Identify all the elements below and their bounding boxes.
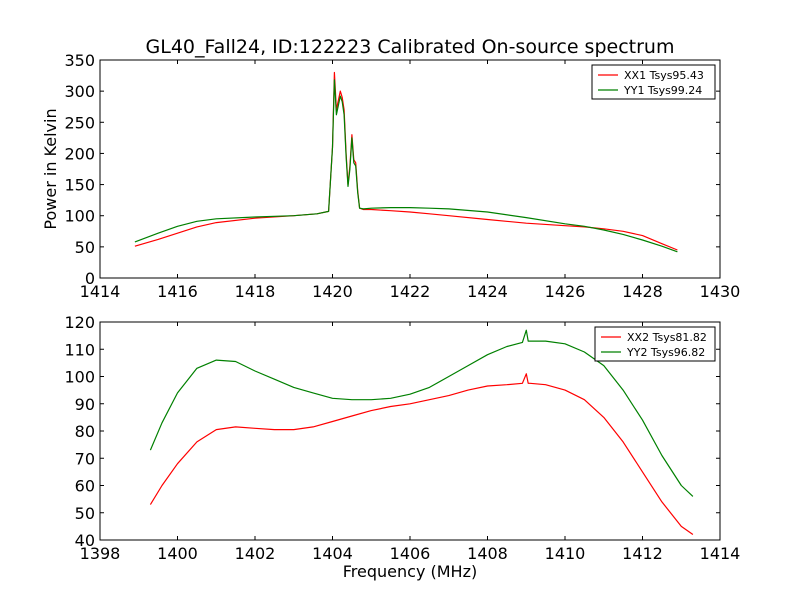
top-chart-legend-box [591,64,716,100]
bottom-chart-xtick-label: 1402 [235,544,276,563]
bottom-chart-ytick-label: 50 [75,504,95,523]
bottom-chart-legend-label-1: XX2 Tsys81.82 [627,331,707,344]
bottom-chart-ytick-label: 70 [75,449,95,468]
bottom-chart-ytick-label: 60 [75,477,95,496]
top-chart-ylabel: Power in Kelvin [41,108,60,229]
bottom-chart-legend: XX2 Tsys81.82 YY2 Tsys96.82 [594,326,716,362]
bottom-chart-xlabel: Frequency (MHz) [343,562,477,581]
bottom-chart-xtick-label: 1408 [467,544,508,563]
bottom-chart-xtick-label: 1406 [390,544,431,563]
top-chart-xtick-label: 1420 [312,282,353,301]
top-chart-xtick-label: 1426 [545,282,586,301]
top-chart-ytick-label: 300 [64,82,95,101]
bottom-chart-ytick-label: 40 [75,531,95,550]
bottom-chart-legend-label-2: YY2 Tsys96.82 [626,346,705,359]
top-chart-xtick-label: 1416 [157,282,198,301]
top-chart-ytick-label: 0 [85,269,95,288]
top-chart-ytick-label: 150 [64,176,95,195]
bottom-chart-xtick-label: 1414 [700,544,741,563]
top-chart-series-2-line [134,79,678,253]
top-chart-ytick-label: 350 [64,51,95,70]
top-chart-legend-label-1: XX1 Tsys95.43 [624,69,704,82]
bottom-chart-xtick-label: 1400 [157,544,198,563]
bottom-chart-xtick-label: 1410 [545,544,586,563]
top-chart-xtick-label: 1422 [390,282,431,301]
top-chart-ytick-label: 50 [75,238,95,257]
top-chart-legend-label-2: YY1 Tsys99.24 [623,84,702,97]
bottom-chart-xtick-label: 1412 [622,544,663,563]
bottom-chart-ytick-label: 120 [64,313,95,332]
bottom-chart-legend-box [594,326,716,362]
top-chart-xtick-label: 1418 [235,282,276,301]
bottom-chart-ytick-label: 100 [64,368,95,387]
top-chart-xtick-label: 1428 [622,282,663,301]
bottom-chart-series-1-line [149,373,694,535]
top-chart-panel: 1414 1416 1418 1420 1422 1424 1426 1428 1430 0 50 1… [64,51,740,301]
bottom-chart-panel: 1398 1400 1402 1404 1406 1408 1410 1412 1414 40 50… [64,313,740,563]
top-chart-xtick-label: 1414 [80,282,121,301]
bottom-chart-xtick-label: 1404 [312,544,353,563]
top-chart-ytick-label: 200 [64,144,95,163]
top-chart-xtick-label: 1424 [467,282,508,301]
bottom-chart-ytick-label: 90 [75,395,95,414]
top-chart-legend: XX1 Tsys95.43 YY1 Tsys99.24 [591,64,716,100]
top-chart-ytick-label: 100 [64,207,95,226]
figure-title: GL40_Fall24, ID:122223 Calibrated On-sou… [146,36,675,58]
bottom-chart-ytick-label: 110 [64,340,95,359]
bottom-chart-xtick-label: 1398 [80,544,121,563]
top-chart-ytick-label: 250 [64,113,95,132]
top-chart-xtick-label: 1430 [700,282,741,301]
bottom-chart-ytick-label: 80 [75,422,95,441]
